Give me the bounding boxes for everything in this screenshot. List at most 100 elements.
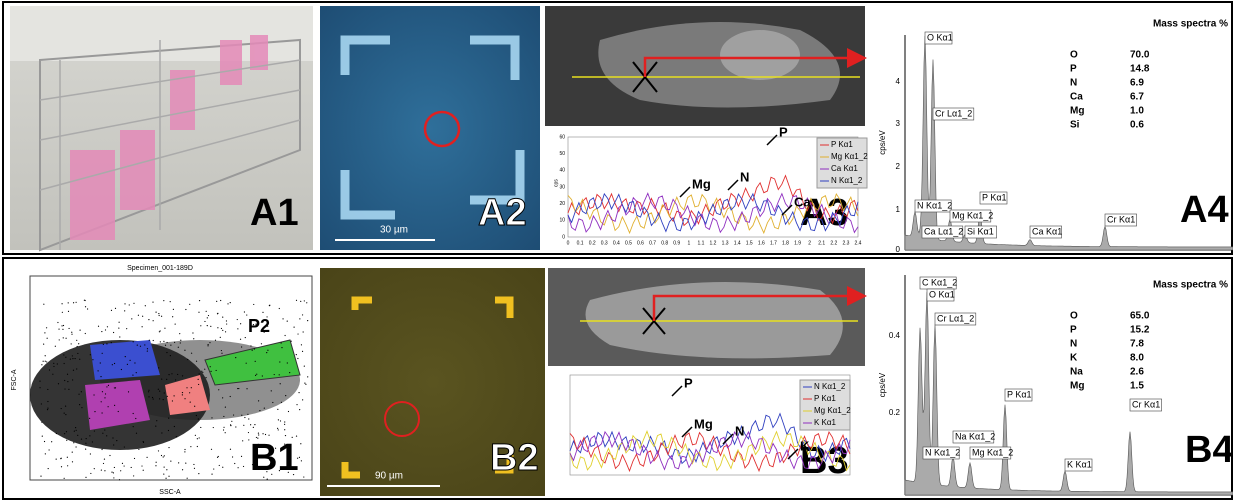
dot [44, 441, 45, 442]
x-tick-label: 0.5 [625, 240, 632, 246]
dot [78, 343, 79, 344]
dot [153, 340, 154, 341]
dot [184, 350, 185, 351]
x-tick-label: 1.6 [758, 240, 765, 246]
x-tick-label: 0 [567, 240, 570, 246]
dot [304, 300, 305, 301]
dot [93, 394, 94, 395]
dot [103, 344, 104, 345]
dot [68, 328, 69, 329]
dot [49, 449, 50, 450]
element: P [1070, 64, 1077, 75]
dot [222, 397, 223, 398]
dot [230, 449, 231, 450]
dot [57, 322, 58, 323]
dot [281, 347, 282, 348]
dot [115, 387, 116, 388]
dot [208, 315, 209, 316]
dot [163, 341, 164, 342]
dot [215, 340, 216, 341]
dot [176, 436, 177, 437]
dot [306, 302, 307, 303]
y-tick-label: 2 [896, 162, 901, 171]
dot [226, 320, 227, 321]
dot [64, 433, 65, 434]
percent: 70.0 [1130, 50, 1150, 61]
dot [138, 449, 139, 450]
x-tick-label: 0.2 [589, 240, 596, 246]
dot [106, 386, 107, 387]
dot [57, 363, 58, 364]
dot [66, 440, 67, 441]
dot [231, 421, 232, 422]
dot [279, 374, 280, 375]
dot [41, 403, 42, 404]
dot [245, 337, 246, 338]
dot [225, 406, 226, 407]
annotation: N [740, 169, 749, 184]
dot [197, 438, 198, 439]
dot [64, 478, 65, 479]
dot [241, 346, 242, 347]
dot [278, 419, 279, 420]
dot [238, 467, 239, 468]
dot [158, 389, 159, 390]
dot [222, 317, 223, 318]
dot [133, 413, 134, 414]
dot [189, 304, 190, 305]
dot [246, 363, 247, 364]
dot [220, 300, 221, 301]
dot [248, 418, 249, 419]
y-tick-label: 0.2 [889, 408, 901, 417]
dot [301, 344, 302, 345]
element: N [1070, 78, 1077, 89]
y-tick-label: 20 [559, 201, 565, 207]
peak-label: Cr Lα1_2 [935, 108, 972, 118]
dot [119, 479, 120, 480]
y-tick-label: 10 [559, 218, 565, 224]
x-tick-label: 1.9 [794, 240, 801, 246]
dot [114, 387, 115, 388]
dot [140, 346, 141, 347]
figure: A1A2A3A4B1B2B3B430 µm90 µmSpecimen_001-1… [0, 0, 1233, 501]
dot [77, 435, 78, 436]
dot [114, 405, 115, 406]
dot [53, 366, 54, 367]
dot [85, 443, 86, 444]
dot [89, 418, 90, 419]
dot [131, 318, 132, 319]
dot [198, 384, 199, 385]
dot [174, 342, 175, 343]
dot [90, 354, 91, 355]
dot [58, 383, 59, 384]
dot [267, 326, 268, 327]
dot [115, 308, 116, 309]
dot [287, 321, 288, 322]
dot [222, 467, 223, 468]
dot [166, 352, 167, 353]
dot [200, 427, 201, 428]
x-tick-label: 2 [808, 240, 811, 246]
dot [268, 435, 269, 436]
dot [259, 410, 260, 411]
dot [118, 411, 119, 412]
dot [71, 343, 72, 344]
dot [113, 332, 114, 333]
dot [163, 399, 164, 400]
dot [291, 341, 292, 342]
dot [76, 430, 77, 431]
dot [240, 339, 241, 340]
dot [243, 466, 244, 467]
dot [73, 302, 74, 303]
y-tick-label: 0 [896, 245, 901, 254]
dot [161, 316, 162, 317]
dot [279, 361, 280, 362]
element: O [1070, 50, 1078, 61]
dot [280, 420, 281, 421]
y-tick-label: 40 [559, 168, 565, 174]
dot [164, 328, 165, 329]
dot [192, 332, 193, 333]
peak-label: Na Kα1_2 [955, 431, 995, 441]
peak-label: N Kα1_2 [925, 447, 960, 457]
dot [226, 323, 227, 324]
